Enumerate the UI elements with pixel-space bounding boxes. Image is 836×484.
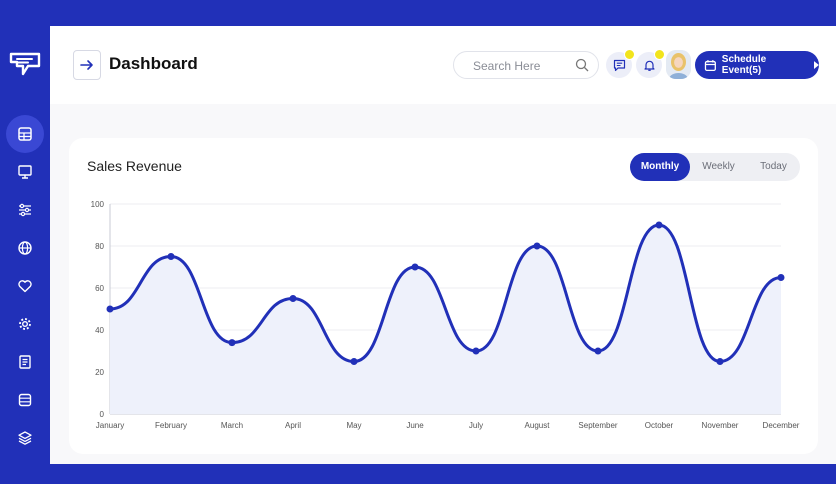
data-point [716,358,724,365]
sidebar [0,0,50,484]
database-icon [18,393,32,407]
y-tick-label: 0 [100,410,105,419]
bell-notification-dot [654,49,665,60]
caret-right-icon [814,61,819,69]
sidebar-item-sliders[interactable] [6,191,44,229]
data-point [411,263,419,271]
sales-revenue-chart: 0 20 40 60 80 100 January February March April May… [91,200,800,430]
sidebar-item-presentation[interactable] [6,153,44,191]
y-tick-label: 60 [95,284,104,293]
x-tick-label: July [469,421,483,430]
data-point [777,274,785,281]
y-tick-label: 40 [95,326,104,335]
messages-button[interactable] [606,49,635,78]
tab-monthly[interactable]: Monthly [630,153,690,181]
card-title: Sales Revenue [87,158,182,174]
sidebar-item-globe[interactable] [6,229,44,267]
layers-icon [18,431,32,445]
notifications-button[interactable] [636,49,665,78]
x-tick-label: January [96,421,124,430]
heart-icon [18,280,32,293]
sidebar-item-settings[interactable] [6,305,44,343]
settings-icon [19,318,31,330]
data-point [533,242,541,250]
schedule-event-button[interactable]: Schedule Event(5) [695,51,819,79]
data-point [594,347,602,355]
data-point [655,221,663,229]
data-point [472,347,480,355]
x-tick-label: June [406,421,424,430]
data-point [350,358,358,365]
bell-icon [643,60,655,71]
x-tick-label: March [221,421,243,430]
sidebar-item-document[interactable] [6,343,44,381]
search-box[interactable] [453,51,599,79]
series-area-fill [110,225,781,414]
y-tick-label: 20 [95,368,104,377]
search-input[interactable] [471,56,573,76]
sliders-icon [19,203,31,217]
main-content: Dashboard Schedule Event(5) Sales Revenu… [50,26,836,464]
tab-today[interactable]: Today [760,161,787,172]
x-tick-label: December [763,421,800,430]
message-notification-dot [624,49,635,60]
x-tick-label: October [645,421,674,430]
top-header: Dashboard Schedule Event(5) [50,26,836,104]
globe-icon [18,241,32,255]
document-icon [19,355,31,369]
calendar-icon [704,59,716,71]
message-icon [613,59,625,71]
sidebar-item-layers[interactable] [6,419,44,457]
logo-icon [9,52,41,76]
y-tick-label: 100 [91,200,105,209]
x-tick-label: February [155,421,187,430]
x-tick-label: November [702,421,739,430]
arrow-right-icon [80,60,93,70]
data-point [106,305,114,313]
data-point [289,295,297,302]
sidebar-item-database[interactable] [6,381,44,419]
avatar[interactable] [666,50,691,79]
period-toggle: Monthly Weekly Today [630,153,800,181]
schedule-event-label: Schedule Event(5) [721,54,767,76]
sidebar-item-dashboard[interactable] [6,115,44,153]
data-point [167,253,175,260]
tab-weekly[interactable]: Weekly [702,161,735,172]
x-tick-label: May [346,421,361,430]
sidebar-toggle-button[interactable] [73,50,101,80]
sidebar-item-heart[interactable] [6,267,44,305]
x-tick-label: August [525,421,551,430]
user-avatar-icon [666,50,691,79]
presentation-icon [18,165,32,179]
y-tick-label: 80 [95,242,104,251]
x-tick-label: September [578,421,617,430]
sales-revenue-card: Sales Revenue Monthly Weekly Today 0 20 40… [69,138,818,454]
data-point [228,339,236,347]
page-title: Dashboard [109,54,198,73]
x-tick-label: April [285,421,301,430]
dashboard-icon [18,127,32,141]
search-icon[interactable] [575,58,589,72]
